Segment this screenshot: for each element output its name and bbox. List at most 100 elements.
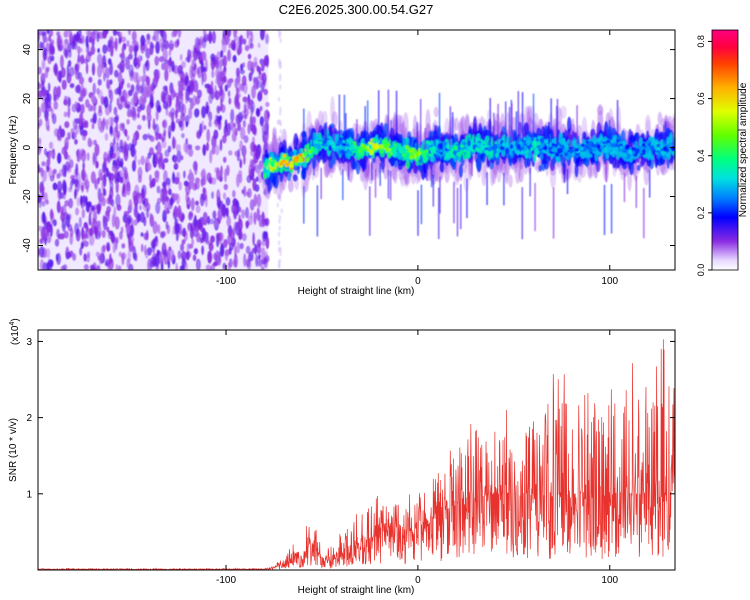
- noise-blob: [55, 253, 59, 262]
- noise-blob: [222, 192, 227, 200]
- noise-blob: [96, 220, 101, 227]
- noise-blob: [195, 258, 201, 270]
- noise-blob: [228, 258, 233, 268]
- noise-blob: [74, 168, 79, 179]
- noise-blob: [118, 36, 122, 45]
- signal-blob: [417, 163, 423, 172]
- noise-blob: [60, 59, 64, 66]
- noise-blob: [143, 232, 149, 241]
- noise-blob: [114, 37, 118, 52]
- signal-blob: [561, 137, 566, 145]
- noise-blob: [226, 36, 231, 43]
- noise-blob: [202, 219, 208, 225]
- noise-blob: [241, 110, 246, 118]
- signal-blob: [636, 164, 641, 171]
- noise-blob: [130, 84, 135, 93]
- noise-blob: [259, 105, 263, 112]
- noise-blob: [201, 50, 207, 62]
- noise-blob: [278, 33, 281, 39]
- signal-blob: [313, 143, 318, 147]
- signal-blob: [657, 111, 663, 125]
- noise-blob: [258, 160, 263, 171]
- noise-blob: [250, 159, 256, 174]
- noise-blob: [190, 82, 194, 96]
- noise-blob: [248, 164, 252, 179]
- noise-blob: [64, 121, 70, 129]
- noise-blob: [90, 94, 97, 104]
- noise-blob: [222, 262, 227, 270]
- signal-blob: [487, 146, 493, 152]
- noise-blob: [261, 72, 267, 85]
- noise-blob: [178, 181, 182, 191]
- noise-blob: [88, 36, 93, 44]
- signal-blob: [666, 136, 670, 144]
- noise-blob: [182, 227, 187, 238]
- noise-blob: [216, 189, 221, 203]
- noise-blob: [209, 218, 215, 225]
- noise-blob: [173, 205, 178, 219]
- noise-blob: [49, 30, 54, 37]
- noise-blob: [47, 154, 51, 167]
- noise-blob: [109, 79, 113, 85]
- noise-blob: [94, 179, 98, 189]
- noise-blob: [226, 215, 232, 228]
- signal-blob: [330, 96, 335, 125]
- noise-blob: [125, 56, 131, 70]
- signal-blob: [609, 143, 614, 148]
- noise-blob: [231, 189, 236, 198]
- noise-blob: [220, 49, 224, 59]
- signal-blob: [511, 129, 517, 137]
- noise-blob: [140, 243, 144, 253]
- signal-blob: [532, 140, 538, 147]
- noise-blob: [280, 208, 283, 214]
- noise-blob: [53, 100, 59, 110]
- noise-blob: [161, 136, 165, 143]
- noise-blob: [205, 264, 211, 270]
- noise-blob: [177, 64, 183, 75]
- noise-blob: [188, 172, 195, 186]
- noise-blob: [96, 63, 103, 78]
- noise-blob: [38, 81, 41, 90]
- noise-blob: [158, 38, 163, 48]
- noise-blob: [206, 128, 211, 143]
- signal-blob: [268, 151, 273, 158]
- signal-blob: [484, 135, 490, 143]
- noise-blob: [78, 76, 85, 85]
- noise-blob: [237, 228, 243, 241]
- signal-blob: [538, 164, 543, 172]
- noise-blob: [64, 199, 69, 207]
- noise-blob: [239, 242, 244, 250]
- signal-blob: [278, 147, 285, 154]
- noise-blob: [115, 180, 120, 194]
- noise-blob: [210, 53, 216, 62]
- noise-blob: [193, 108, 200, 118]
- noise-blob: [258, 89, 263, 99]
- noise-blob: [104, 132, 109, 141]
- noise-blob: [164, 200, 170, 213]
- noise-blob: [162, 209, 167, 223]
- noise-blob: [135, 190, 139, 205]
- noise-blob: [279, 73, 282, 79]
- noise-blob: [216, 254, 222, 266]
- noise-blob: [122, 214, 128, 224]
- noise-blob: [261, 30, 266, 37]
- signal-blob: [618, 151, 623, 158]
- noise-blob: [256, 65, 261, 73]
- noise-blob: [255, 148, 260, 160]
- noise-blob: [43, 191, 48, 204]
- noise-blob: [228, 97, 232, 105]
- noise-blob: [92, 113, 97, 125]
- noise-blob: [163, 249, 168, 258]
- signal-blob: [622, 153, 628, 158]
- noise-blob: [200, 237, 205, 244]
- signal-blob: [270, 161, 275, 168]
- noise-blob: [264, 33, 270, 45]
- signal-blob: [615, 151, 620, 160]
- noise-blob: [174, 162, 179, 169]
- noise-blob: [136, 212, 141, 223]
- noise-blob: [254, 62, 258, 68]
- noise-blob: [232, 54, 237, 63]
- signal-blob: [405, 137, 410, 145]
- noise-blob: [150, 103, 154, 109]
- noise-blob: [38, 225, 43, 232]
